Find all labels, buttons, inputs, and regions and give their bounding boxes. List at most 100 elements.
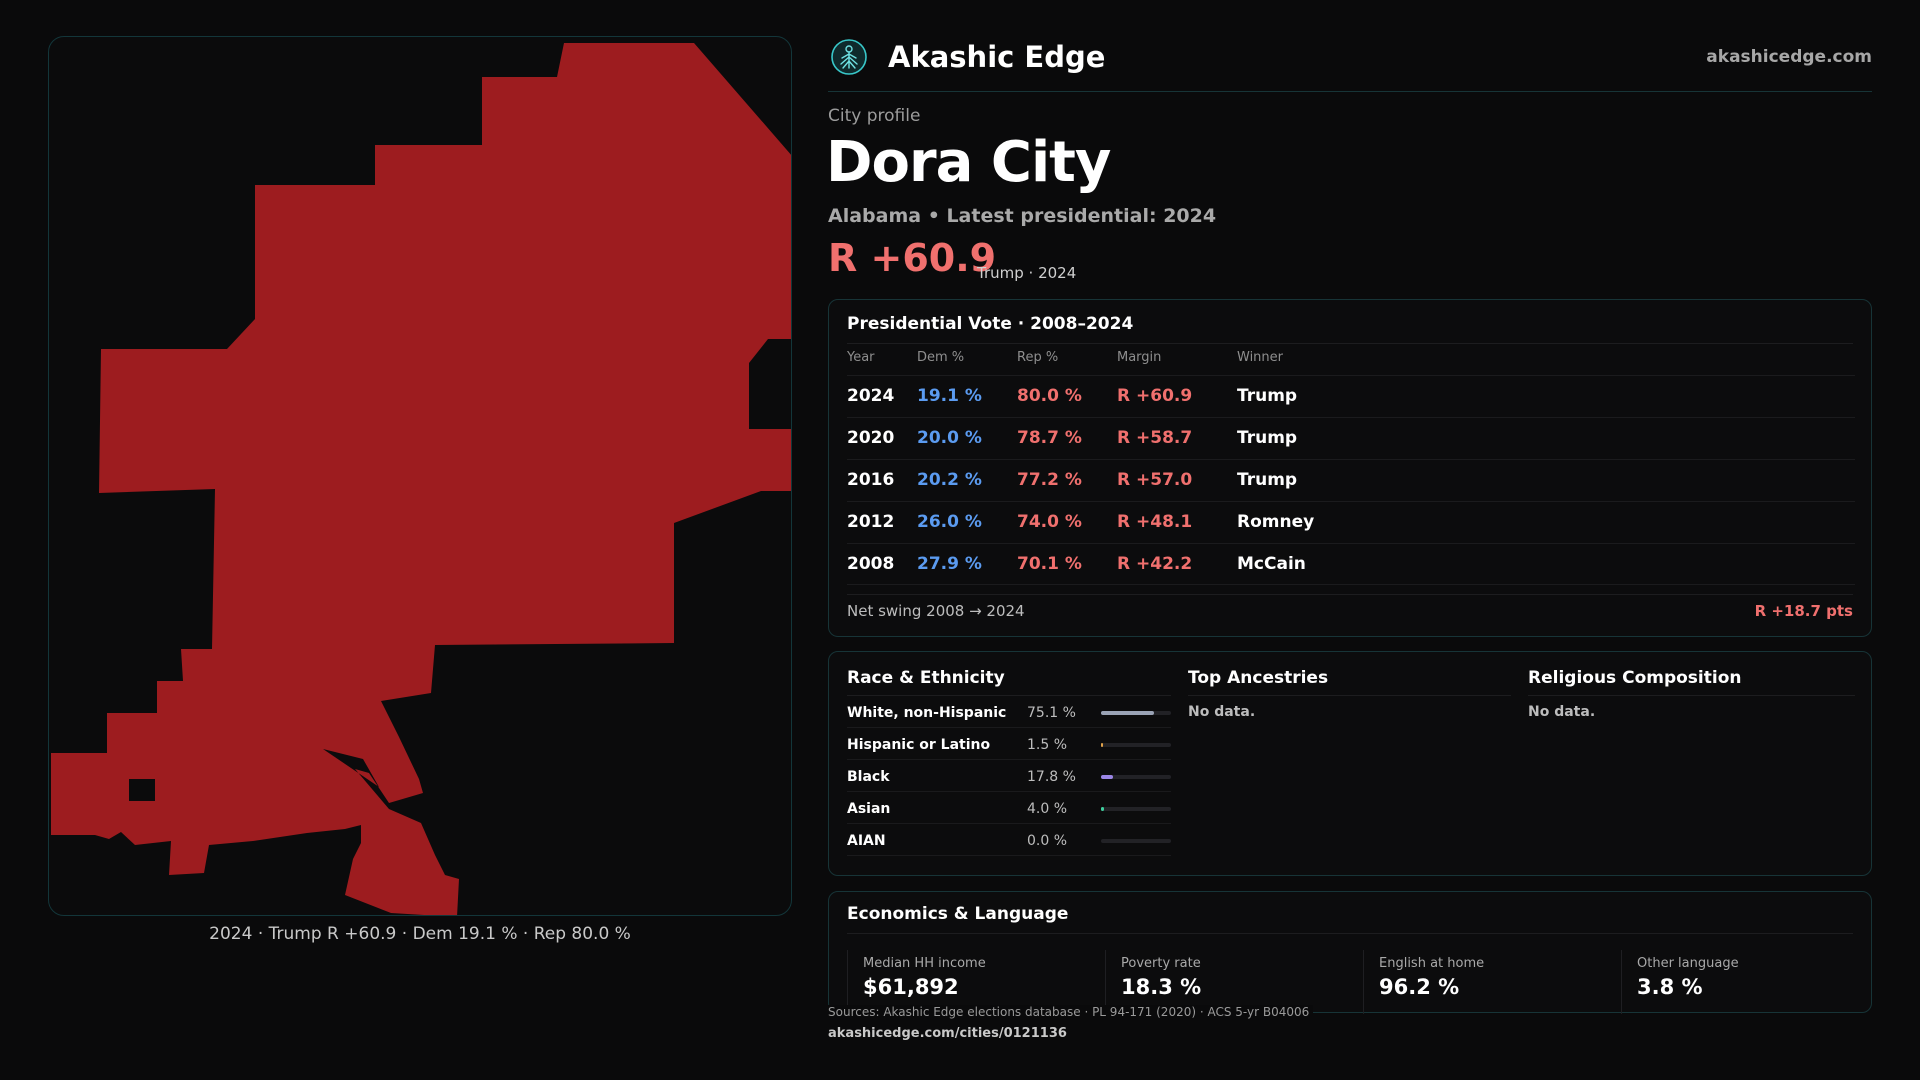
race-bar: [1101, 839, 1171, 843]
race-bar: [1101, 807, 1171, 811]
city-boundary-map[interactable]: [48, 36, 792, 916]
row-rep-pct: 77.2 %: [1017, 470, 1082, 490]
top-ancestries-title: Top Ancestries: [1188, 668, 1329, 688]
econ-stat-value: 3.8 %: [1637, 975, 1703, 999]
net-swing-label: Net swing 2008 → 2024: [847, 602, 1025, 620]
row-rep-pct: 80.0 %: [1017, 386, 1082, 406]
row-margin: R +42.2: [1117, 554, 1193, 574]
row-year: 2008: [847, 554, 895, 574]
econ-stat: Poverty rate 18.3 %: [1105, 950, 1363, 1014]
divider: [1528, 695, 1855, 696]
econ-stat-label: Median HH income: [863, 956, 986, 971]
econ-stat: English at home 96.2 %: [1363, 950, 1621, 1014]
race-label: White, non-Hispanic: [847, 705, 1007, 721]
race-pct: 4.0 %: [1027, 801, 1068, 817]
city-boundary-polygon: [51, 43, 791, 915]
column-header-winner: Winner: [1237, 350, 1284, 365]
table-row: 2008 27.9 % 70.1 % R +42.2 McCain: [847, 543, 1855, 585]
race-pct: 1.5 %: [1027, 737, 1068, 753]
divider: [847, 695, 1171, 696]
row-winner: Trump: [1237, 386, 1298, 406]
race-bar-fill: [1101, 711, 1154, 715]
race-bar-fill: [1101, 807, 1104, 811]
race-row: Hispanic or Latino 1.5 %: [847, 728, 1171, 760]
table-row: 2016 20.2 % 77.2 % R +57.0 Trump: [847, 459, 1855, 501]
row-rep-pct: 78.7 %: [1017, 428, 1082, 448]
econ-stat-value: $61,892: [863, 975, 959, 999]
row-dem-pct: 27.9 %: [917, 554, 982, 574]
divider: [847, 594, 1853, 595]
vote-table-header: Year Dem % Rep % Margin Winner: [847, 350, 1855, 376]
row-winner: Trump: [1237, 428, 1298, 448]
tree-of-life-icon[interactable]: [830, 38, 868, 76]
column-header-dem: Dem %: [917, 350, 965, 365]
row-margin: R +57.0: [1117, 470, 1193, 490]
race-pct: 17.8 %: [1027, 769, 1076, 785]
religion-empty-state: No data.: [1528, 704, 1596, 720]
app-header: Akashic Edge akashicedge.com: [828, 34, 1872, 92]
race-label: AIAN: [847, 833, 886, 849]
row-year: 2020: [847, 428, 895, 448]
race-bar-fill: [1101, 775, 1114, 779]
race-row: AIAN 0.0 %: [847, 824, 1171, 856]
map-caption: 2024 · Trump R +60.9 · Dem 19.1 % · Rep …: [209, 924, 631, 944]
table-row: 2012 26.0 % 74.0 % R +48.1 Romney: [847, 501, 1855, 543]
row-rep-pct: 74.0 %: [1017, 512, 1082, 532]
sources-note: Sources: Akashic Edge elections database…: [828, 1005, 1314, 1019]
race-label: Black: [847, 769, 890, 785]
row-year: 2024: [847, 386, 895, 406]
race-ethnicity-title: Race & Ethnicity: [847, 668, 1005, 688]
row-margin: R +48.1: [1117, 512, 1193, 532]
row-dem-pct: 26.0 %: [917, 512, 982, 532]
row-winner: Romney: [1237, 512, 1315, 532]
divider: [847, 343, 1853, 344]
row-year: 2012: [847, 512, 895, 532]
religious-composition-title: Religious Composition: [1528, 668, 1742, 688]
race-label: Hispanic or Latino: [847, 737, 991, 753]
page-title: Dora City: [826, 130, 1111, 195]
row-dem-pct: 20.2 %: [917, 470, 982, 490]
city-boundary-shape: [51, 43, 791, 915]
row-dem-pct: 20.0 %: [917, 428, 982, 448]
divider: [847, 933, 1853, 934]
column-header-margin: Margin: [1117, 350, 1162, 365]
table-row: 2024 19.1 % 80.0 % R +60.9 Trump: [847, 375, 1855, 417]
econ-stat-label: Other language: [1637, 956, 1739, 971]
econ-stat: Other language 3.8 %: [1621, 950, 1855, 1014]
row-margin: R +58.7: [1117, 428, 1193, 448]
brand-url-link[interactable]: akashicedge.com: [1706, 47, 1872, 67]
race-bar: [1101, 711, 1171, 715]
row-margin: R +60.9: [1117, 386, 1193, 406]
economics-card: Economics & Language Median HH income $6…: [828, 891, 1872, 1014]
table-row: 2020 20.0 % 78.7 % R +58.7 Trump: [847, 417, 1855, 459]
profile-eyebrow: City profile: [828, 106, 921, 126]
race-row: White, non-Hispanic 75.1 %: [847, 696, 1171, 728]
presidential-vote-card: Presidential Vote · 2008–2024 Year Dem %…: [828, 299, 1872, 637]
race-pct: 0.0 %: [1027, 833, 1068, 849]
row-rep-pct: 70.1 %: [1017, 554, 1082, 574]
row-year: 2016: [847, 470, 895, 490]
profile-subtitle: Alabama • Latest presidential: 2024: [828, 205, 1217, 227]
divider: [1188, 695, 1511, 696]
race-row: Asian 4.0 %: [847, 792, 1171, 824]
race-bar: [1101, 775, 1171, 779]
latest-margin: R +60.9: [828, 236, 997, 280]
race-bar: [1101, 743, 1171, 747]
net-swing-value: R +18.7 pts: [1754, 602, 1853, 620]
econ-stat-label: Poverty rate: [1121, 956, 1201, 971]
econ-stat-value: 18.3 %: [1121, 975, 1202, 999]
econ-stat-label: English at home: [1379, 956, 1485, 971]
economics-card-title: Economics & Language: [847, 904, 1069, 924]
row-winner: Trump: [1237, 470, 1298, 490]
brand-name[interactable]: Akashic Edge: [888, 40, 1106, 74]
column-header-rep: Rep %: [1017, 350, 1059, 365]
race-row: Black 17.8 %: [847, 760, 1171, 792]
column-header-year: Year: [847, 350, 875, 365]
race-bar-fill: [1101, 743, 1103, 747]
race-pct: 75.1 %: [1027, 705, 1076, 721]
source-url-link[interactable]: akashicedge.com/cities/0121136: [828, 1026, 1067, 1041]
race-label: Asian: [847, 801, 891, 817]
demographics-card: Race & Ethnicity Top Ancestries Religiou…: [828, 651, 1872, 876]
vote-card-title: Presidential Vote · 2008–2024: [847, 314, 1134, 334]
row-dem-pct: 19.1 %: [917, 386, 982, 406]
